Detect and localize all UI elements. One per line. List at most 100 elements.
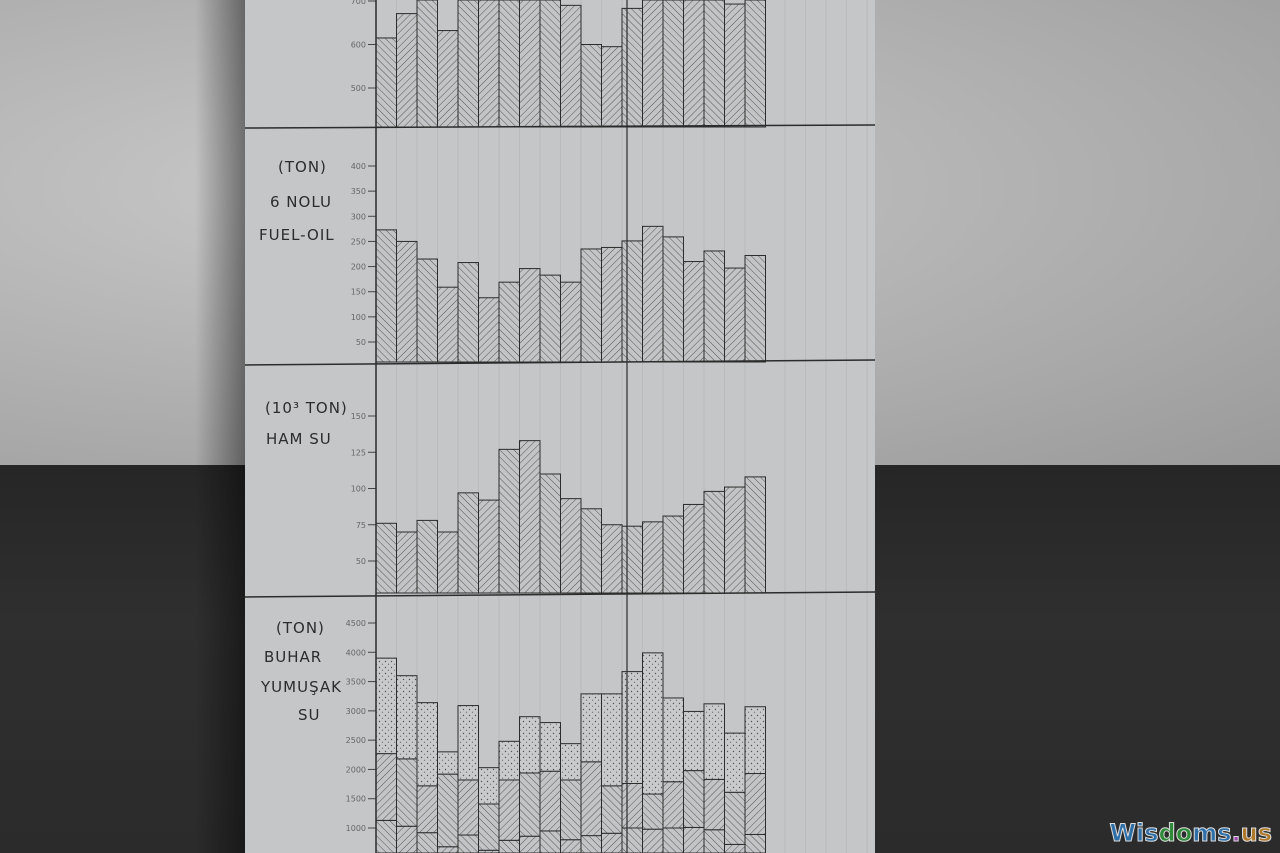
- bar-segment-3: [662, 697, 684, 783]
- panel2-title-line2: FUEL-OIL: [259, 226, 335, 244]
- bar: [744, 0, 766, 128]
- bar: [457, 0, 479, 128]
- bar: [621, 7, 643, 128]
- y-tick-label: 150: [351, 288, 366, 297]
- bar-segment-3: [642, 652, 664, 795]
- bar-segment-3: [375, 657, 397, 755]
- bar: [519, 440, 541, 594]
- y-tick-label: 2500: [346, 736, 366, 745]
- y-tick-label: 50: [356, 557, 366, 566]
- bar-segment-3: [560, 743, 582, 781]
- bar: [580, 44, 602, 128]
- bar: [416, 0, 438, 128]
- y-tick-label: 300: [351, 212, 366, 221]
- bar: [375, 522, 397, 594]
- bar-segment-1: [744, 833, 766, 853]
- bar: [744, 476, 766, 594]
- bar: [621, 240, 643, 363]
- bar-segment-1: [601, 832, 623, 853]
- y-tick-label: 3500: [346, 678, 366, 687]
- bar: [601, 524, 623, 594]
- bar: [498, 0, 520, 128]
- watermark-part: .: [1231, 819, 1241, 848]
- panel-divider: [244, 359, 876, 366]
- bar: [539, 0, 561, 128]
- panel4-title-line1: BUHAR: [264, 648, 322, 666]
- bar-segment-3: [416, 702, 438, 787]
- bar: [662, 236, 684, 363]
- y-tick-label: 1500: [346, 795, 366, 804]
- bar: [437, 531, 459, 594]
- bar-segment-2: [621, 782, 643, 829]
- y-tick-label: 250: [351, 237, 366, 246]
- bar-segment-2: [601, 785, 623, 834]
- bar: [437, 30, 459, 128]
- bar: [642, 0, 664, 128]
- bar-segment-1: [703, 829, 725, 853]
- board-shadow: [195, 0, 247, 853]
- bar: [601, 46, 623, 128]
- bar: [457, 492, 479, 594]
- bar-segment-1: [437, 846, 459, 853]
- bar: [703, 490, 725, 594]
- y-tick-label: 50: [356, 338, 366, 347]
- bar-segment-1: [580, 835, 602, 853]
- bar: [662, 515, 684, 594]
- panel2-unit-label: (TON): [278, 158, 327, 176]
- bar-segment-2: [416, 785, 438, 834]
- y-tick-label: 700: [351, 0, 366, 6]
- y-tick-label: 4500: [346, 619, 366, 628]
- bar-segment-2: [703, 778, 725, 831]
- bar: [396, 13, 418, 128]
- bar: [519, 268, 541, 363]
- bar-segment-3: [601, 693, 623, 787]
- bar-segment-3: [703, 703, 725, 780]
- bar-segment-3: [683, 710, 705, 772]
- bar-segment-1: [396, 825, 418, 853]
- bar-segment-3: [498, 740, 520, 781]
- bar: [416, 258, 438, 363]
- bar: [539, 473, 561, 594]
- bar: [703, 250, 725, 363]
- bar: [478, 297, 500, 363]
- bar-segment-2: [519, 772, 541, 837]
- y-tick-label: 600: [351, 41, 366, 50]
- y-tick-label: 4000: [346, 648, 366, 657]
- bar: [498, 281, 520, 363]
- bar-segment-2: [539, 770, 561, 832]
- bar-segment-1: [621, 827, 643, 853]
- bar: [580, 248, 602, 363]
- bar-segment-3: [744, 706, 766, 775]
- panel2-title-line1: 6 NOLU: [270, 193, 332, 211]
- bar-segment-2: [744, 773, 766, 835]
- bar: [539, 274, 561, 363]
- bar-segment-1: [457, 834, 479, 853]
- y-tick-label: 100: [351, 485, 366, 494]
- bar-segment-1: [375, 819, 397, 853]
- bar: [621, 525, 643, 594]
- bar: [416, 519, 438, 594]
- bar: [396, 240, 418, 363]
- bar: [724, 3, 746, 128]
- y-tick-label: 150: [351, 412, 366, 421]
- bar: [560, 281, 582, 363]
- bar-segment-3: [478, 767, 500, 805]
- bar: [683, 261, 705, 363]
- bar: [519, 0, 541, 128]
- bar-segment-1: [498, 839, 520, 853]
- bar-segment-1: [683, 826, 705, 853]
- bar: [375, 37, 397, 128]
- bar: [683, 0, 705, 128]
- bar-segment-2: [457, 779, 479, 836]
- watermark-part: Wis: [1109, 819, 1159, 848]
- bar-segment-2: [683, 770, 705, 828]
- bar: [724, 267, 746, 363]
- y-tick-label: 400: [351, 162, 366, 171]
- y-tick-label: 100: [351, 313, 366, 322]
- panel3-unit-label: (10³ TON): [265, 399, 348, 417]
- bar: [478, 499, 500, 594]
- y-tick-label: 350: [351, 187, 366, 196]
- bar: [601, 246, 623, 363]
- bar: [642, 521, 664, 594]
